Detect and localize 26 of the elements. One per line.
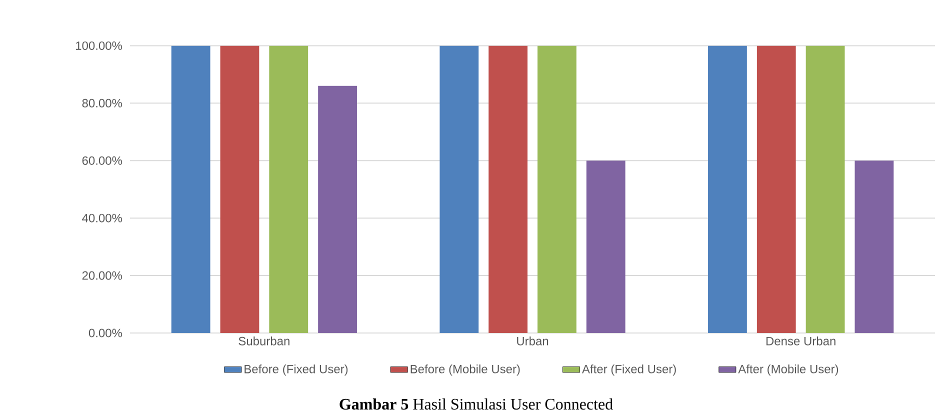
y-tick-label: 20.00% [82,271,122,280]
y-tick-label: 0.00% [88,328,122,338]
legend-label: Before (Mobile User) [410,364,520,376]
bar [488,46,528,333]
bar [538,46,576,333]
y-tick-label: 60.00% [82,156,122,165]
x-tick-label: Dense Urban [766,336,836,346]
y-tick-label: 100.00% [76,41,122,50]
bar [756,46,796,333]
legend-label: Before (Fixed User) [244,364,348,376]
x-tick-label: Suburban [238,336,290,346]
bar [854,160,894,333]
bar [440,46,479,333]
bar [171,46,210,333]
y-tick-label: 40.00% [82,214,122,222]
text: Gambar 5 Hasil Simulasi User Connected [340,398,613,410]
bar [806,46,845,333]
bar [318,86,357,333]
y-tick-label: 80.00% [82,98,122,108]
bar [586,160,626,333]
bar [220,46,260,333]
legend-label: After (Fixed User) [582,364,676,376]
legend-label: After (Mobile User) [738,364,838,376]
bar [708,46,747,333]
bar [269,46,308,333]
x-tick-label: Urban [517,336,548,346]
